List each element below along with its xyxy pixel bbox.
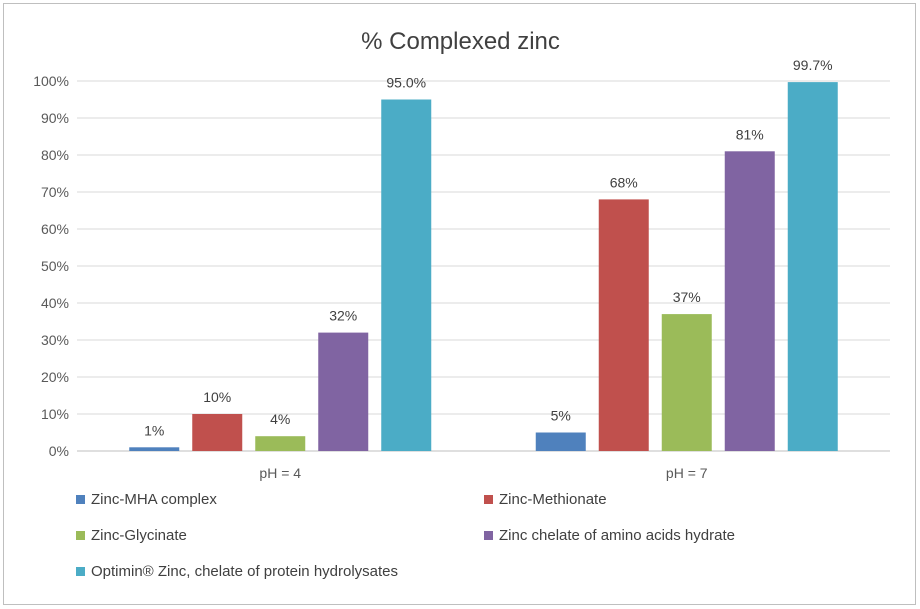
x-category-label: pH = 7 bbox=[666, 465, 708, 481]
legend-swatch bbox=[484, 495, 493, 504]
y-tick-label: 90% bbox=[41, 110, 69, 126]
data-label: 95.0% bbox=[386, 75, 426, 91]
bar-1-1 bbox=[129, 447, 180, 451]
data-label: 32% bbox=[329, 308, 357, 324]
legend-swatch bbox=[76, 531, 85, 540]
bar-5-1 bbox=[381, 99, 432, 451]
y-tick-label: 60% bbox=[41, 221, 69, 237]
x-category-label: pH = 4 bbox=[259, 465, 301, 481]
data-label: 68% bbox=[610, 174, 638, 190]
data-label: 81% bbox=[736, 126, 764, 142]
bar-2-2 bbox=[598, 199, 649, 451]
legend-item: Zinc-Methionate bbox=[484, 491, 607, 508]
bar-3-1 bbox=[255, 436, 306, 451]
data-label: 37% bbox=[673, 289, 701, 305]
bar-2-1 bbox=[192, 414, 243, 451]
legend-label: Optimin® Zinc, chelate of protein hydrol… bbox=[91, 563, 399, 580]
y-tick-label: 100% bbox=[33, 73, 69, 89]
bar-5-2 bbox=[787, 82, 838, 452]
chart-title: % Complexed zinc bbox=[361, 28, 560, 55]
legend-swatch bbox=[484, 531, 493, 540]
legend-label: Zinc chelate of amino acids hydrate bbox=[499, 527, 735, 544]
y-tick-label: 50% bbox=[41, 258, 69, 274]
legend-label: Zinc-Glycinate bbox=[91, 527, 187, 544]
bar-3-2 bbox=[661, 314, 712, 451]
legend-item: Optimin® Zinc, chelate of protein hydrol… bbox=[76, 563, 398, 580]
bar-4-1 bbox=[318, 332, 369, 451]
bar-1-2 bbox=[535, 432, 586, 451]
legend-label: Zinc-MHA complex bbox=[91, 491, 217, 508]
data-label: 5% bbox=[551, 408, 571, 424]
data-label: 4% bbox=[270, 411, 290, 427]
legend-item: Zinc-Glycinate bbox=[76, 527, 187, 544]
legend-swatch bbox=[76, 495, 85, 504]
data-label: 99.7% bbox=[793, 57, 833, 73]
y-tick-label: 0% bbox=[49, 443, 69, 459]
legend-label: Zinc-Methionate bbox=[499, 491, 607, 508]
chart-frame: % Complexed zinc 0% 10% 20% 30% 40% 50% 60% 70%… bbox=[3, 3, 916, 605]
data-label: 10% bbox=[203, 389, 231, 405]
legend-item: Zinc-MHA complex bbox=[76, 491, 217, 508]
legend-swatch bbox=[76, 567, 85, 576]
data-label: 1% bbox=[144, 422, 164, 438]
y-tick-label: 10% bbox=[41, 406, 69, 422]
bar-4-2 bbox=[724, 151, 775, 452]
y-tick-label: 80% bbox=[41, 147, 69, 163]
y-tick-label: 20% bbox=[41, 369, 69, 385]
bar-chart: 0% 10% 20% 30% 40% 50% 60% 70% 80% 90% 100% 1% 10% 4%… bbox=[33, 57, 890, 481]
y-tick-label: 40% bbox=[41, 295, 69, 311]
y-tick-label: 70% bbox=[41, 184, 69, 200]
legend-item: Zinc chelate of amino acids hydrate bbox=[484, 527, 735, 544]
y-tick-label: 30% bbox=[41, 332, 69, 348]
